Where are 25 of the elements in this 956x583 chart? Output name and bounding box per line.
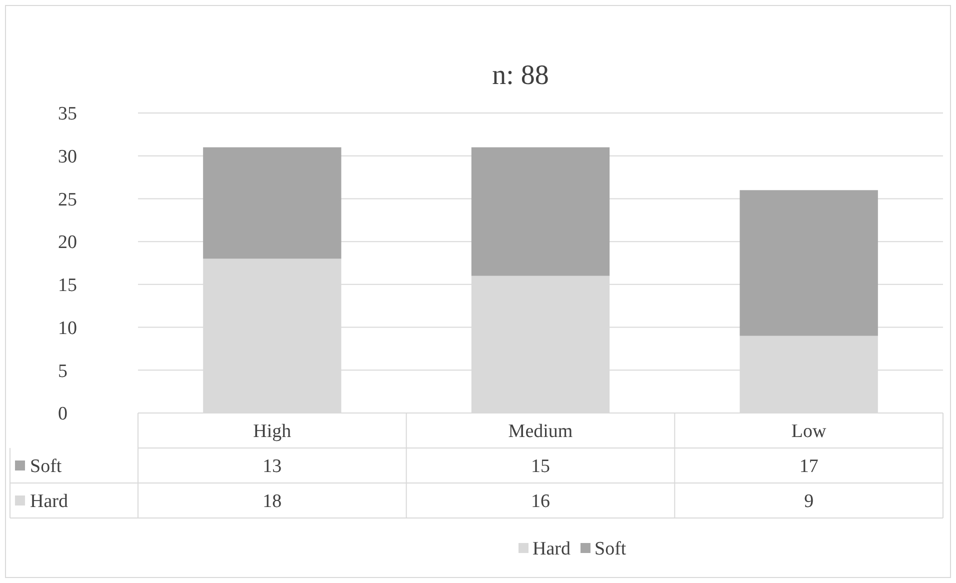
y-tick-label: 15 (58, 275, 77, 296)
legend-label: Soft (30, 456, 62, 478)
y-tick-label: 30 (58, 146, 77, 168)
chart-title: n: 88 (492, 60, 549, 91)
y-tick-label: 35 (58, 104, 77, 125)
data-label: 17 (799, 456, 818, 478)
bar (740, 190, 878, 336)
y-tick-label: 5 (58, 360, 68, 382)
y-tick-label: 25 (58, 189, 77, 210)
y-tick-label: 0 (58, 404, 68, 425)
x-tick-label: High (253, 421, 292, 442)
data-label: 15 (531, 456, 550, 478)
x-tick-label: Medium (508, 421, 573, 442)
x-tick-label: Low (791, 421, 827, 442)
legend-label: Hard (532, 538, 571, 560)
data-label: 13 (262, 456, 282, 478)
data-label: 18 (262, 491, 282, 512)
y-tick-label: 20 (58, 232, 77, 254)
data-label: 9 (804, 491, 814, 512)
bar (471, 147, 610, 276)
bar (203, 147, 342, 259)
text: Soft (594, 538, 626, 560)
text: Hard (30, 491, 68, 512)
data-label: 16 (531, 491, 550, 512)
y-tick-label: 10 (58, 318, 77, 339)
